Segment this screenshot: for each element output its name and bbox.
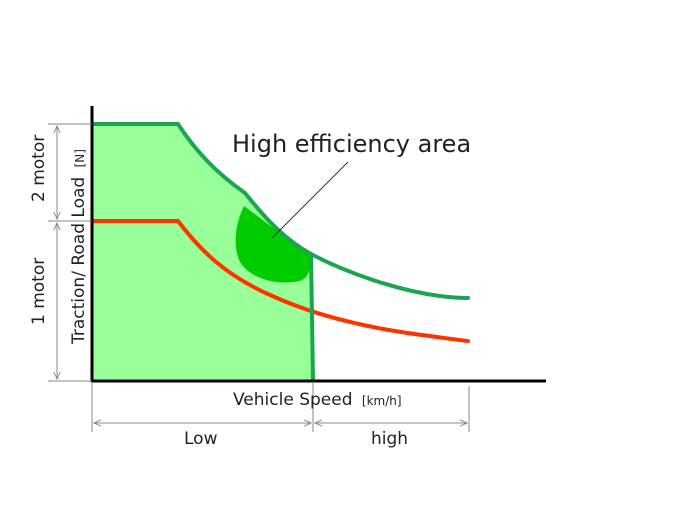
annotation-leader-line: [271, 161, 349, 239]
y-axis-label-text: Traction/ Road Load: [69, 177, 89, 345]
x-axis-unit: [km/h]: [362, 394, 402, 408]
low-speed-label: Low: [184, 429, 218, 449]
one-motor-label: 1 motor: [29, 258, 49, 325]
two-motor-label: 2 motor: [29, 135, 49, 202]
high-speed-label: high: [371, 429, 408, 449]
x-axis-label-text: Vehicle Speed: [233, 390, 353, 410]
high-efficiency-label: High efficiency area: [232, 130, 471, 158]
y-axis-unit: [N]: [73, 149, 87, 167]
low-speed-fill-region: [92, 124, 313, 381]
high-efficiency-area: [235, 206, 311, 283]
two-motor-curve: [90, 122, 470, 300]
x-axis-label: Vehicle Speed [km/h]: [233, 390, 402, 410]
one-motor-curve: [90, 219, 470, 343]
low-high-boundary-line: [309, 253, 315, 382]
y-axis-label: Traction/ Road Load [N]: [69, 149, 89, 345]
